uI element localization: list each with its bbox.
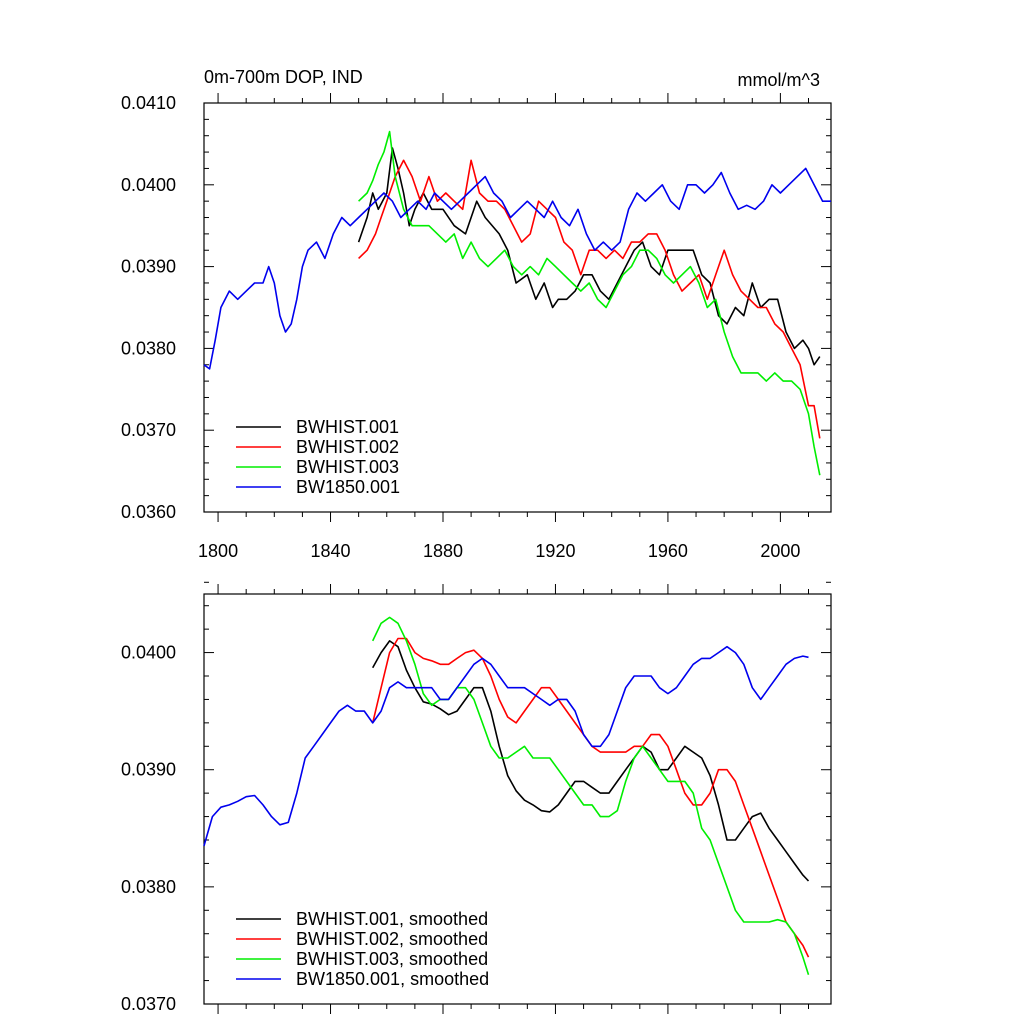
series-line-bwhist-002 xyxy=(358,159,821,439)
x-tick-label: 1960 xyxy=(648,541,688,561)
y-tick-label: 0.0360 xyxy=(121,502,176,522)
series-line-bw1850-001 xyxy=(203,167,831,370)
legend-label: BW1850.001 xyxy=(296,477,400,497)
x-tick-label: 1840 xyxy=(311,541,351,561)
legend-label: BWHIST.003 xyxy=(296,457,399,477)
plot-frame xyxy=(203,102,832,513)
y-tick-label: 0.0390 xyxy=(121,760,176,780)
top-panel: 0m-700m DOP, IND mmol/m^3 1800 1840 1880 19… xyxy=(121,67,832,561)
y-tick-label: 0.0370 xyxy=(121,994,176,1014)
legend-label: BWHIST.002, smoothed xyxy=(296,929,488,949)
x-tick-label: 1880 xyxy=(423,541,463,561)
units-label: mmol/m^3 xyxy=(738,70,820,90)
legend-label: BWHIST.001 xyxy=(296,417,399,437)
legend-label: BWHIST.003, smoothed xyxy=(296,949,488,969)
y-tick-label: 0.0400 xyxy=(121,643,176,663)
x-tick-label: 1920 xyxy=(535,541,575,561)
y-tick-label: 0.0380 xyxy=(121,877,176,897)
series-line-bwhist-001-smoothed xyxy=(371,640,810,882)
y-tick-label: 0.0370 xyxy=(121,420,176,440)
chart-title: 0m-700m DOP, IND xyxy=(204,67,363,87)
series-line-bwhist-003 xyxy=(358,130,821,476)
plot-frame xyxy=(203,593,832,1005)
legend-label: BWHIST.001, smoothed xyxy=(296,909,488,929)
series-line-bw1850-001-smoothed xyxy=(203,645,809,847)
plot-area xyxy=(203,616,810,975)
legend-label: BWHIST.002 xyxy=(296,437,399,457)
x-tick-label: 2000 xyxy=(760,541,800,561)
y-tick-label: 0.0380 xyxy=(121,338,176,358)
y-tick-label: 0.0400 xyxy=(121,175,176,195)
legend-label: BW1850.001, smoothed xyxy=(296,969,489,989)
y-tick-label: 0.0410 xyxy=(121,93,176,113)
series-line-bwhist-001 xyxy=(357,147,821,366)
bottom-panel: 0.0370 0.0380 0.0390 0.0400 BWHIST.001, smo… xyxy=(121,581,832,1014)
x-tick-label: 1800 xyxy=(198,541,238,561)
y-tick-label: 0.0390 xyxy=(121,257,176,277)
axes-frame: 1800 1840 1880 1920 1960 2000 0.0360 0.0370 0.03… xyxy=(121,93,832,561)
plot-area xyxy=(203,130,831,476)
axes-frame: 0.0370 0.0380 0.0390 0.0400 xyxy=(121,581,832,1014)
